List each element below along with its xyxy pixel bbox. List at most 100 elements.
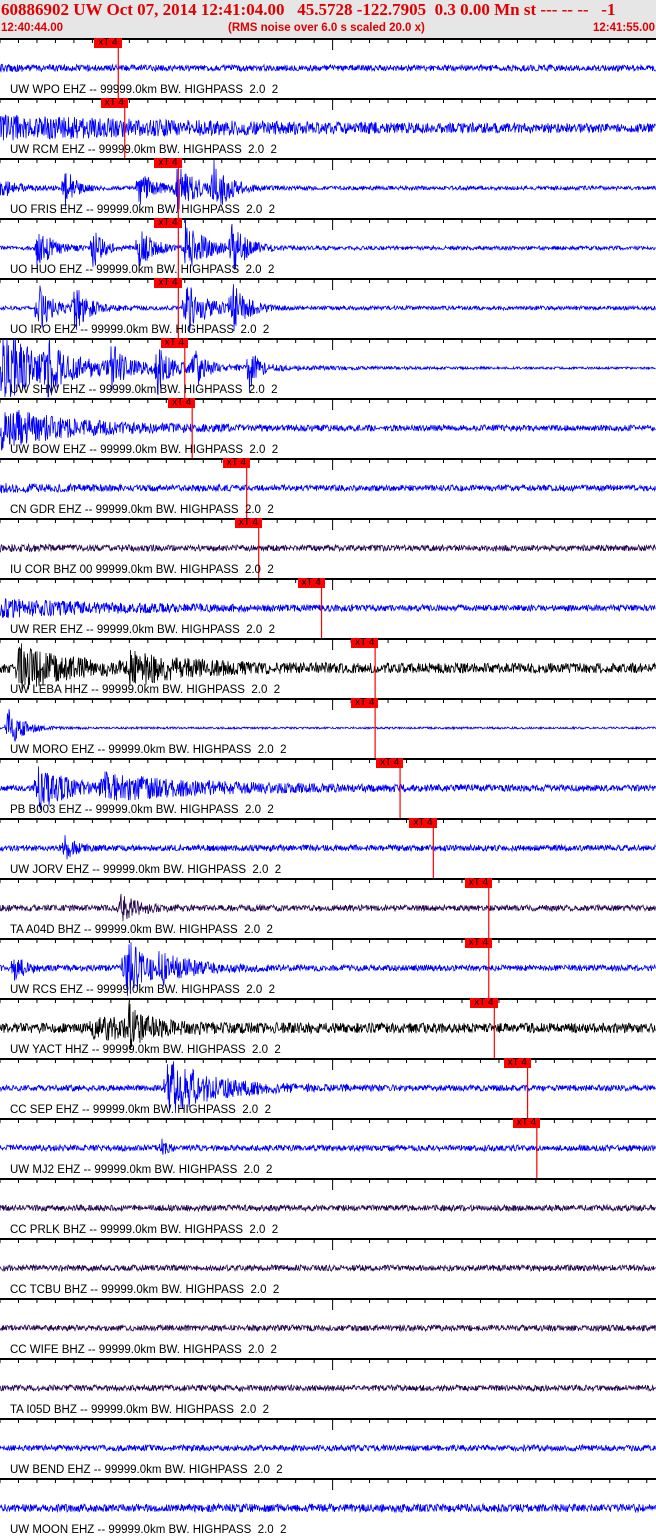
trace: 12:41xT 4UO HUO EHZ -- 99999.0km BW. HIG… <box>0 218 656 278</box>
trace: 12:41xT 4UW WPO EHZ -- 99999.0km BW. HIG… <box>0 38 656 98</box>
scaling-note: (RMS noise over 6.0 s scaled 20.0 x) <box>228 22 425 34</box>
waveform <box>0 409 656 451</box>
trace: 12:41xT 4UW MORO EHZ -- 99999.0km BW. HI… <box>0 698 656 758</box>
station-label: PB B003 EHZ -- 99999.0km BW. HIGHPASS 2.… <box>10 804 274 816</box>
trace: 12:41xT 4UW SHW EHZ -- 99999.0km BW. HIG… <box>0 338 656 398</box>
station-label: UW RCS EHZ -- 99999.0km BW. HIGHPASS 2.0… <box>10 984 275 996</box>
trace: 12:41xT 4UW LEBA HHZ -- 99999.0km BW. HI… <box>0 638 656 698</box>
station-label: IU COR BHZ 00 99999.0km BW. HIGHPASS 2.0… <box>10 564 274 576</box>
trace-plot <box>0 698 656 758</box>
waveform <box>0 218 656 270</box>
pick-marker[interactable]: xT 4 <box>503 1058 531 1068</box>
trace-plot <box>0 518 656 578</box>
waveform <box>0 1002 656 1050</box>
trace: 12:41xT 4UW JORV EHZ -- 99999.0km BW. HI… <box>0 818 656 878</box>
trace-plot <box>0 218 656 278</box>
trace-plot <box>0 938 656 998</box>
pick-marker[interactable]: xT 4 <box>222 458 250 468</box>
trace: 12:41UW BEND EHZ -- 99999.0km BW. HIGHPA… <box>0 1418 656 1478</box>
pick-marker[interactable]: xT 4 <box>351 638 379 648</box>
pick-marker[interactable]: xT 4 <box>464 938 493 948</box>
waveform <box>0 1502 656 1514</box>
trace: 12:41TA I05D BHZ -- 99999.0km BW. HIGHPA… <box>0 1358 656 1418</box>
trace-plot <box>0 158 656 218</box>
pick-marker[interactable]: xT 4 <box>297 578 325 588</box>
waveform <box>0 893 656 922</box>
waveform <box>0 835 656 860</box>
pick-marker[interactable]: xT 4 <box>464 878 493 888</box>
trace: 12:41xT 4UW RCM EHZ -- 99999.0km BW. HIG… <box>0 98 656 158</box>
station-label: UW BOW EHZ -- 99999.0km BW. HIGHPASS 2.0… <box>10 444 279 456</box>
station-label: UW YACT HHZ -- 99999.0km BW. HIGHPASS 2.… <box>10 1044 281 1056</box>
station-label: UW RER EHZ -- 99999.0km BW. HIGHPASS 2.0… <box>10 624 275 636</box>
trace: 12:41xT 4IU COR BHZ 00 99999.0km BW. HIG… <box>0 518 656 578</box>
pick-marker[interactable]: xT 4 <box>512 1118 541 1128</box>
trace-plot <box>0 818 656 878</box>
trace-plot <box>0 1118 656 1178</box>
pick-marker[interactable]: xT 4 <box>376 758 404 768</box>
trace: 12:41xT 4UW RER EHZ -- 99999.0km BW. HIG… <box>0 578 656 638</box>
station-label: UW MJ2 EHZ -- 99999.0km BW. HIGHPASS 2.0… <box>10 1164 273 1176</box>
waveform <box>0 482 656 494</box>
trace-plot <box>0 1298 656 1333</box>
trace: 12:41xT 4UO IRO EHZ -- 99999.0km BW. HIG… <box>0 278 656 338</box>
pick-marker[interactable]: xT 4 <box>100 98 128 108</box>
waveform <box>0 942 656 996</box>
trace: 12:41UW MOON EHZ -- 99999.0km BW. HIGHPA… <box>0 1478 656 1538</box>
station-label: TA A04D BHZ -- 99999.0km BW. HIGHPASS 2.… <box>10 924 273 936</box>
header: 60886902 UW Oct 07, 2014 12:41:04.00 45.… <box>0 0 656 38</box>
start-time: 12:40:44.00 <box>1 22 64 34</box>
trace-plot <box>0 578 656 638</box>
pick-marker[interactable]: xT 4 <box>168 398 196 408</box>
trace: 12:41xT 4UW RCS EHZ -- 99999.0km BW. HIG… <box>0 938 656 998</box>
waveform <box>0 1138 656 1155</box>
station-label: UW MOON EHZ -- 99999.0km BW. HIGHPASS 2.… <box>10 1524 287 1536</box>
pick-marker[interactable]: xT 4 <box>154 218 182 228</box>
pick-marker[interactable]: xT 4 <box>160 338 189 348</box>
station-label: UW BEND EHZ -- 99999.0km BW. HIGHPASS 2.… <box>10 1464 283 1476</box>
pick-marker[interactable]: xT 4 <box>94 38 122 48</box>
waveform <box>0 1443 656 1453</box>
station-label: UW LEBA HHZ -- 99999.0km BW. HIGHPASS 2.… <box>10 684 281 696</box>
pick-marker[interactable]: xT 4 <box>154 278 182 288</box>
trace: 12:41xT 4UW BOW EHZ -- 99999.0km BW. HIG… <box>0 398 656 458</box>
trace-plot <box>0 278 656 338</box>
waveform <box>0 338 656 398</box>
event-title: 60886902 UW Oct 07, 2014 12:41:04.00 45.… <box>1 0 616 19</box>
pick-marker[interactable]: xT 4 <box>470 998 498 1008</box>
waveform <box>0 114 656 141</box>
trace-plot <box>0 1358 656 1393</box>
station-label: CC PRLK BHZ -- 99999.0km BW. HIGHPASS 2.… <box>10 1224 279 1236</box>
pick-marker[interactable]: xT 4 <box>154 158 182 168</box>
trace-plot <box>0 1418 656 1453</box>
trace: 12:41xT 4CN GDR EHZ -- 99999.0km BW. HIG… <box>0 458 656 518</box>
trace: 12:41xT 4UW YACT HHZ -- 99999.0km BW. HI… <box>0 998 656 1058</box>
trace: 12:41CC PRLK BHZ -- 99999.0km BW. HIGHPA… <box>0 1178 656 1238</box>
station-label: CC TCBU BHZ -- 99999.0km BW. HIGHPASS 2.… <box>10 1284 280 1296</box>
trace-plot <box>0 1058 656 1118</box>
station-label: UW SHW EHZ -- 99999.0km BW. HIGHPASS 2.0… <box>10 384 278 396</box>
station-label: UO HUO EHZ -- 99999.0km BW. HIGHPASS 2.0… <box>10 264 275 276</box>
station-label: CN GDR EHZ -- 99999.0km BW. HIGHPASS 2.0… <box>10 504 274 516</box>
station-label: CC WIFE BHZ -- 99999.0km BW. HIGHPASS 2.… <box>10 1344 277 1356</box>
waveform <box>0 1323 656 1333</box>
trace: 12:41xT 4TA A04D BHZ -- 99999.0km BW. HI… <box>0 878 656 938</box>
waveform <box>0 597 656 619</box>
waveform <box>0 542 656 553</box>
pick-marker[interactable]: xT 4 <box>351 698 379 708</box>
pick-marker[interactable]: xT 4 <box>234 518 262 528</box>
trace-plot <box>0 338 656 398</box>
waveform <box>0 766 656 811</box>
trace: 12:41CC TCBU BHZ -- 99999.0km BW. HIGHPA… <box>0 1238 656 1298</box>
trace: 12:41xT 4PB B003 EHZ -- 99999.0km BW. HI… <box>0 758 656 818</box>
trace-plot <box>0 1178 656 1213</box>
pick-marker[interactable]: xT 4 <box>409 818 437 828</box>
trace: 12:41xT 4UW MJ2 EHZ -- 99999.0km BW. HIG… <box>0 1118 656 1178</box>
station-label: UW JORV EHZ -- 99999.0km BW. HIGHPASS 2.… <box>10 864 282 876</box>
trace-plot <box>0 1238 656 1273</box>
station-label: UO FRIS EHZ -- 99999.0km BW. HIGHPASS 2.… <box>10 204 275 216</box>
waveform <box>0 1061 656 1114</box>
waveform <box>0 63 656 73</box>
waveform <box>0 643 656 690</box>
